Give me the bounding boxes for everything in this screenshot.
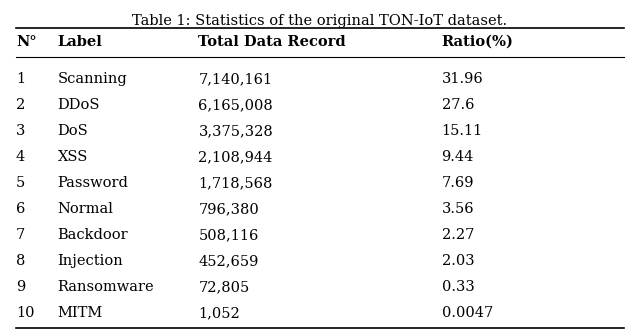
Text: Table 1: Statistics of the original TON-IoT dataset.: Table 1: Statistics of the original TON-… [132, 14, 508, 28]
Text: 6: 6 [16, 202, 26, 216]
Text: 4: 4 [16, 150, 25, 164]
Text: 7: 7 [16, 228, 25, 242]
Text: 31.96: 31.96 [442, 72, 483, 86]
Text: Normal: Normal [58, 202, 113, 216]
Text: N°: N° [16, 35, 36, 49]
Text: 5: 5 [16, 176, 25, 190]
Text: 2,108,944: 2,108,944 [198, 150, 273, 164]
Text: 3,375,328: 3,375,328 [198, 124, 273, 138]
Text: Password: Password [58, 176, 129, 190]
Text: Total Data Record: Total Data Record [198, 35, 346, 49]
Text: 0.33: 0.33 [442, 280, 474, 294]
Text: 6,165,008: 6,165,008 [198, 98, 273, 112]
Text: 2.03: 2.03 [442, 254, 474, 268]
Text: 72,805: 72,805 [198, 280, 250, 294]
Text: 10: 10 [16, 306, 35, 320]
Text: 15.11: 15.11 [442, 124, 483, 138]
Text: XSS: XSS [58, 150, 88, 164]
Text: 27.6: 27.6 [442, 98, 474, 112]
Text: 452,659: 452,659 [198, 254, 259, 268]
Text: MITM: MITM [58, 306, 103, 320]
Text: 796,380: 796,380 [198, 202, 259, 216]
Text: 1,718,568: 1,718,568 [198, 176, 273, 190]
Text: 7.69: 7.69 [442, 176, 474, 190]
Text: 2: 2 [16, 98, 25, 112]
Text: 1: 1 [16, 72, 25, 86]
Text: Scanning: Scanning [58, 72, 127, 86]
Text: DoS: DoS [58, 124, 88, 138]
Text: 3.56: 3.56 [442, 202, 474, 216]
Text: 0.0047: 0.0047 [442, 306, 493, 320]
Text: Label: Label [58, 35, 102, 49]
Text: Backdoor: Backdoor [58, 228, 128, 242]
Text: 8: 8 [16, 254, 26, 268]
Text: Injection: Injection [58, 254, 124, 268]
Text: 508,116: 508,116 [198, 228, 259, 242]
Text: Ratio(%): Ratio(%) [442, 35, 513, 49]
Text: Ransomware: Ransomware [58, 280, 154, 294]
Text: 7,140,161: 7,140,161 [198, 72, 273, 86]
Text: DDoS: DDoS [58, 98, 100, 112]
Text: 9: 9 [16, 280, 25, 294]
Text: 3: 3 [16, 124, 26, 138]
Text: 9.44: 9.44 [442, 150, 474, 164]
Text: 1,052: 1,052 [198, 306, 240, 320]
Text: 2.27: 2.27 [442, 228, 474, 242]
